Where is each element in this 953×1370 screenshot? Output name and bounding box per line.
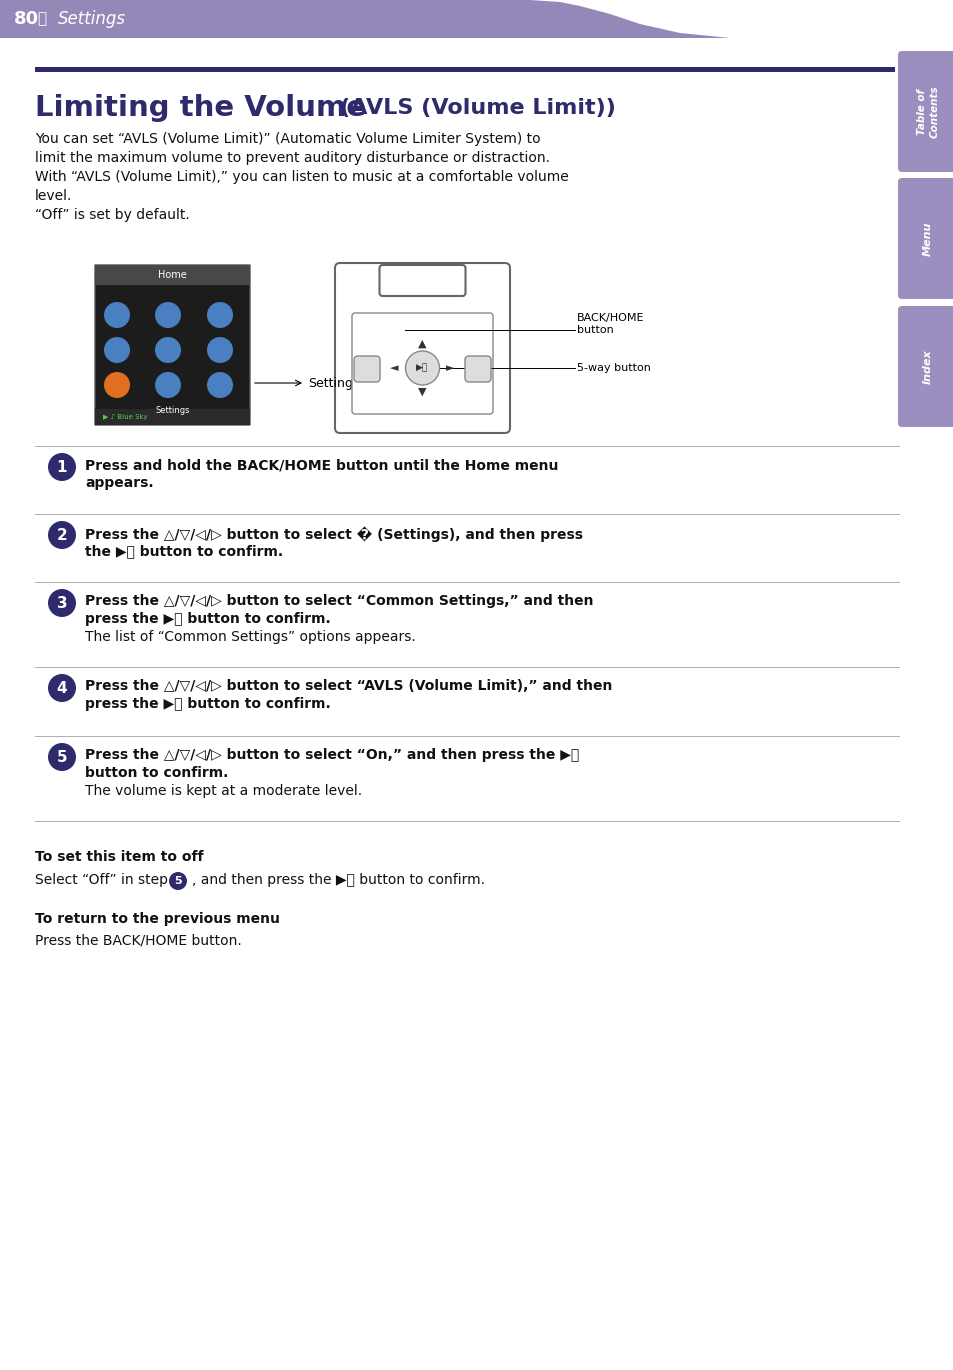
- Circle shape: [48, 453, 76, 481]
- Text: BACK/HOME
button: BACK/HOME button: [577, 314, 644, 334]
- Text: Index: Index: [923, 349, 932, 384]
- FancyBboxPatch shape: [897, 178, 953, 299]
- Circle shape: [48, 589, 76, 616]
- Text: Press the △/▽/◁/▷ button to select � (Settings), and then press: Press the △/▽/◁/▷ button to select � (Se…: [85, 526, 582, 541]
- Circle shape: [104, 373, 130, 399]
- Text: 5: 5: [174, 875, 182, 886]
- Circle shape: [48, 743, 76, 771]
- Text: To return to the previous menu: To return to the previous menu: [35, 912, 279, 926]
- Circle shape: [207, 301, 233, 327]
- Text: Settings: Settings: [58, 10, 126, 27]
- FancyBboxPatch shape: [354, 356, 379, 382]
- Bar: [95, 264, 250, 285]
- Text: 1: 1: [56, 459, 67, 474]
- FancyBboxPatch shape: [335, 263, 510, 433]
- Text: limit the maximum volume to prevent auditory disturbance or distraction.: limit the maximum volume to prevent audi…: [35, 151, 550, 164]
- FancyBboxPatch shape: [379, 264, 465, 296]
- Text: Press and hold the BACK/HOME button until the Home menu: Press and hold the BACK/HOME button unti…: [85, 458, 558, 473]
- Bar: [95, 410, 250, 425]
- Circle shape: [207, 337, 233, 363]
- Text: press the ▶⏮ button to confirm.: press the ▶⏮ button to confirm.: [85, 612, 331, 626]
- Text: Home: Home: [158, 270, 187, 279]
- Circle shape: [154, 301, 181, 327]
- Text: ▶⏮: ▶⏮: [416, 363, 428, 373]
- Text: Settings: Settings: [308, 377, 359, 389]
- Text: ▼: ▼: [417, 386, 426, 397]
- Text: level.: level.: [35, 189, 72, 203]
- Text: ▶ ♪ Blue Sky: ▶ ♪ Blue Sky: [103, 414, 148, 421]
- FancyBboxPatch shape: [897, 51, 953, 173]
- Text: Press the △/▽/◁/▷ button to select “AVLS (Volume Limit),” and then: Press the △/▽/◁/▷ button to select “AVLS…: [85, 680, 612, 693]
- Text: button to confirm.: button to confirm.: [85, 766, 228, 780]
- Text: Select “Off” in step: Select “Off” in step: [35, 873, 172, 886]
- Bar: [35, 67, 894, 73]
- Bar: [0, 0, 953, 38]
- Text: ▲: ▲: [417, 338, 426, 349]
- Circle shape: [154, 337, 181, 363]
- Text: Press the BACK/HOME button.: Press the BACK/HOME button.: [35, 934, 241, 948]
- Circle shape: [154, 373, 181, 399]
- Text: appears.: appears.: [85, 475, 153, 490]
- Text: Limiting the Volume: Limiting the Volume: [35, 95, 375, 122]
- Text: You can set “AVLS (Volume Limit)” (Automatic Volume Limiter System) to: You can set “AVLS (Volume Limit)” (Autom…: [35, 132, 540, 147]
- Text: 5: 5: [56, 749, 68, 764]
- Text: press the ▶⏮ button to confirm.: press the ▶⏮ button to confirm.: [85, 697, 331, 711]
- FancyBboxPatch shape: [352, 312, 493, 414]
- Text: Press the △/▽/◁/▷ button to select “Common Settings,” and then: Press the △/▽/◁/▷ button to select “Comm…: [85, 595, 593, 608]
- Text: Table of
Contents: Table of Contents: [916, 85, 938, 138]
- Circle shape: [104, 337, 130, 363]
- Text: ⛰: ⛰: [37, 11, 47, 26]
- Text: 80: 80: [14, 10, 39, 27]
- Circle shape: [207, 373, 233, 399]
- Text: (AVLS (Volume Limit)): (AVLS (Volume Limit)): [339, 99, 616, 118]
- Circle shape: [104, 301, 130, 327]
- FancyBboxPatch shape: [464, 356, 491, 382]
- Text: Menu: Menu: [923, 222, 932, 256]
- FancyBboxPatch shape: [95, 264, 250, 425]
- FancyBboxPatch shape: [897, 306, 953, 427]
- Circle shape: [405, 351, 439, 385]
- Text: , and then press the ▶⏮ button to confirm.: , and then press the ▶⏮ button to confir…: [192, 873, 484, 886]
- Text: the ▶⏮ button to confirm.: the ▶⏮ button to confirm.: [85, 544, 283, 558]
- Text: ◄: ◄: [390, 363, 398, 373]
- Polygon shape: [0, 0, 953, 38]
- Text: With “AVLS (Volume Limit),” you can listen to music at a comfortable volume: With “AVLS (Volume Limit),” you can list…: [35, 170, 568, 184]
- Circle shape: [169, 871, 187, 891]
- Text: ►: ►: [446, 363, 455, 373]
- Circle shape: [48, 521, 76, 549]
- Text: The volume is kept at a moderate level.: The volume is kept at a moderate level.: [85, 784, 362, 797]
- Text: 5-way button: 5-way button: [577, 363, 650, 373]
- Text: The list of “Common Settings” options appears.: The list of “Common Settings” options ap…: [85, 630, 416, 644]
- Text: Press the △/▽/◁/▷ button to select “On,” and then press the ▶⏮: Press the △/▽/◁/▷ button to select “On,”…: [85, 748, 578, 762]
- Text: Settings: Settings: [155, 406, 190, 415]
- Text: “Off” is set by default.: “Off” is set by default.: [35, 208, 190, 222]
- Text: To set this item to off: To set this item to off: [35, 849, 203, 864]
- Circle shape: [48, 674, 76, 701]
- Text: 3: 3: [56, 596, 68, 611]
- Text: 2: 2: [56, 527, 68, 543]
- Text: 4: 4: [56, 681, 68, 696]
